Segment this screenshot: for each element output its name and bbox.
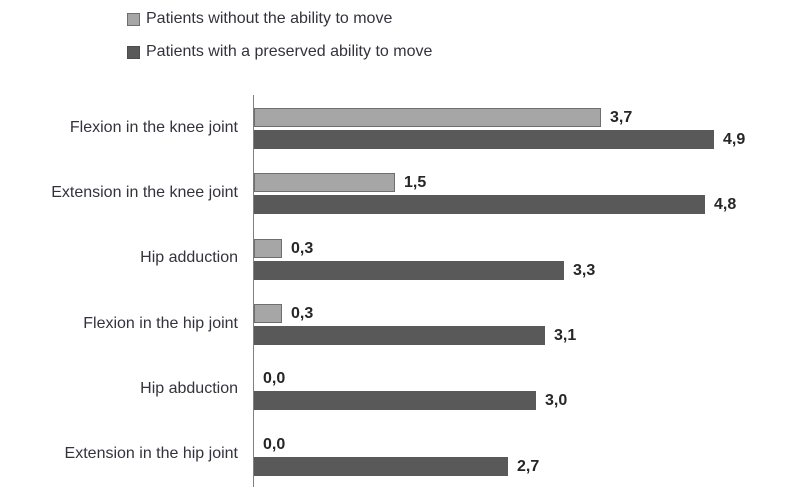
bar-with-ability	[254, 456, 508, 476]
bar-with-ability	[254, 260, 564, 280]
category-label: Hip abduction	[140, 379, 238, 397]
value-label: 4,8	[714, 196, 737, 214]
category-axis-labels: Flexion in the knee joint Extension in th…	[0, 95, 238, 487]
bar-without-ability	[254, 108, 601, 127]
legend-swatch-light-icon	[127, 12, 140, 26]
value-label: 2,7	[517, 457, 540, 475]
bar-without-ability	[254, 303, 282, 323]
value-label: 0,0	[263, 435, 286, 453]
category-label: Hip adduction	[140, 249, 238, 267]
bar-row: 0,3 3,3	[254, 226, 784, 291]
value-label: 3,3	[573, 261, 596, 279]
legend-swatch-dark-icon	[127, 45, 140, 59]
value-label: 1,5	[404, 174, 427, 192]
category-label: Extension in the knee joint	[51, 183, 238, 201]
legend-label-with-ability: Patients with a preserved ability to mov…	[146, 43, 433, 60]
bar-row: 0,0 3,0	[254, 356, 784, 421]
bar-with-ability	[254, 325, 545, 345]
bar-row: 3,7 4,9	[254, 95, 784, 160]
bar-with-ability	[254, 195, 705, 215]
value-label: 3,1	[554, 326, 577, 344]
plot-area: 3,7 4,9 1,5 4,8 0,3 3,3 0,3 3,1 0,0 3,0 0,0 2,7	[253, 95, 784, 487]
bar-row: 0,3 3,1	[254, 291, 784, 356]
legend-item-without-ability: Patients without the ability to move	[127, 10, 432, 28]
legend-item-with-ability: Patients with a preserved ability to mov…	[127, 43, 432, 61]
category-label: Flexion in the knee joint	[69, 118, 238, 136]
bar-without-ability	[254, 173, 395, 193]
value-label: 0,3	[291, 239, 314, 257]
value-label: 0,0	[263, 370, 286, 388]
value-label: 3,7	[610, 109, 633, 126]
chart-legend: Patients without the ability to move Pat…	[127, 10, 432, 76]
value-label: 3,0	[545, 392, 568, 410]
bar-row: 1,5 4,8	[254, 160, 784, 225]
bar-with-ability	[254, 391, 536, 411]
category-label: Extension in the hip joint	[64, 445, 238, 463]
legend-label-without-ability: Patients without the ability to move	[146, 10, 393, 27]
bar-with-ability	[254, 130, 714, 149]
value-label: 4,9	[723, 131, 746, 148]
bar-without-ability	[254, 238, 282, 258]
bar-row: 0,0 2,7	[254, 422, 784, 487]
value-label: 0,3	[291, 304, 314, 322]
category-label: Flexion in the hip joint	[83, 314, 238, 332]
